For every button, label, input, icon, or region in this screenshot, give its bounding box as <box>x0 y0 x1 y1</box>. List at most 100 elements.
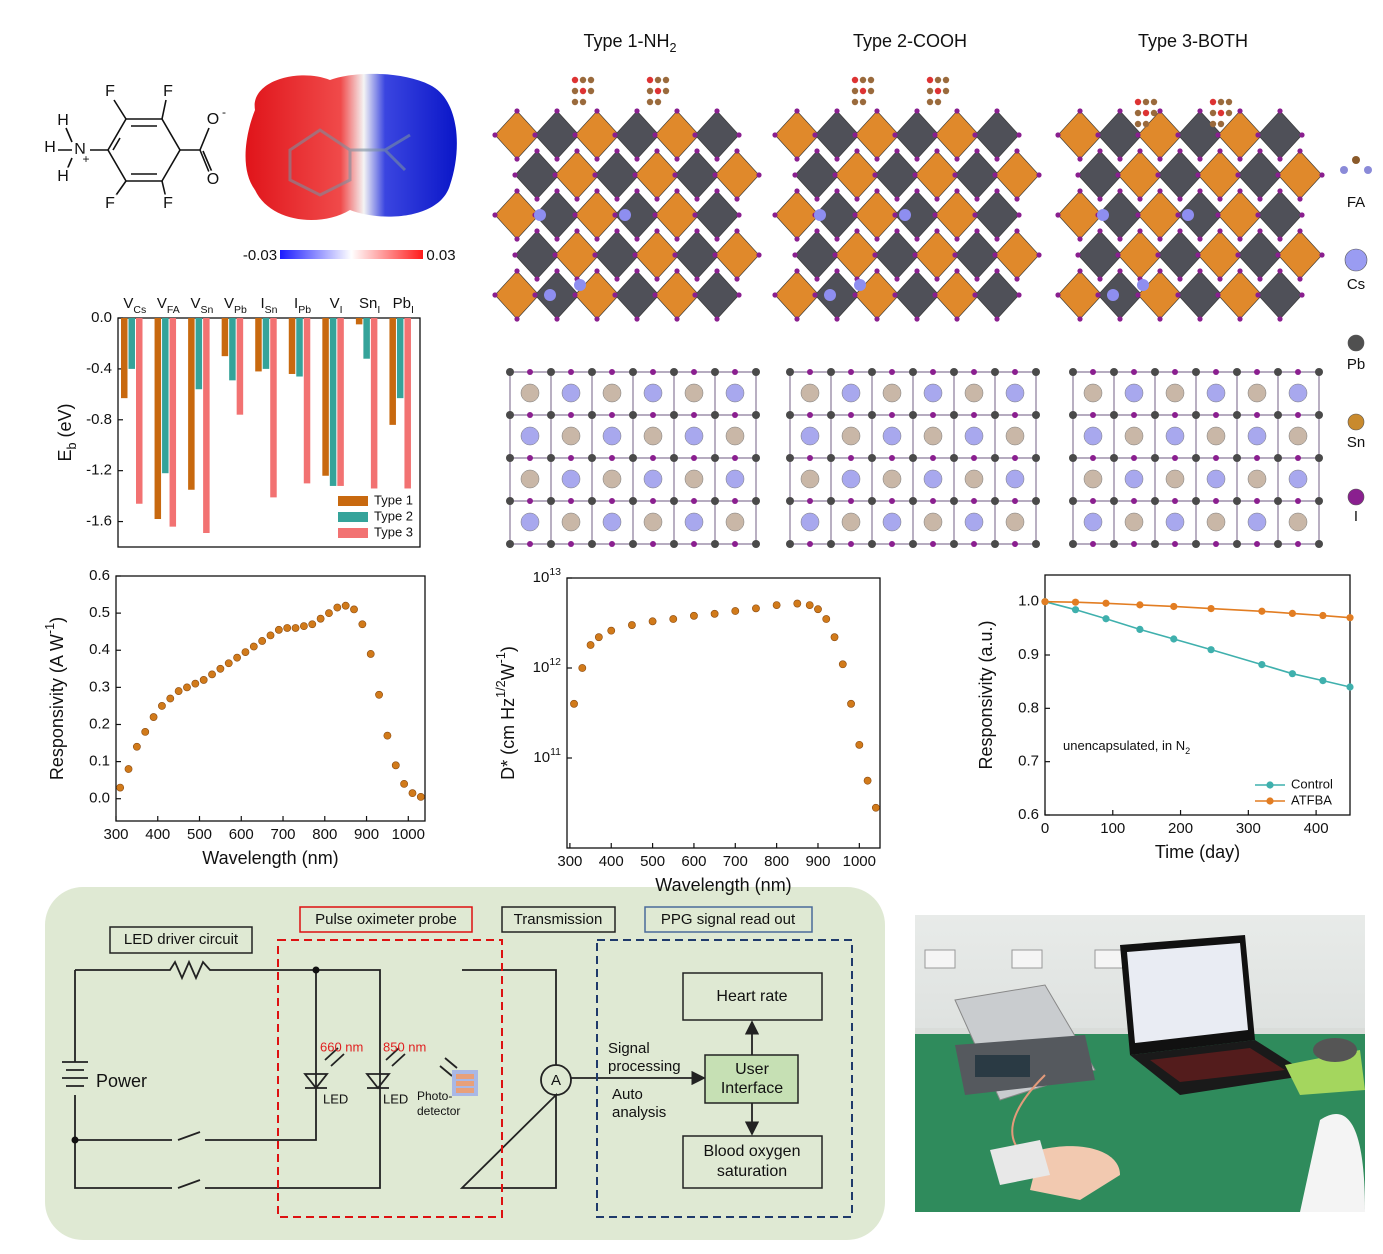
data-point <box>132 742 141 751</box>
iodine <box>1277 236 1283 242</box>
iodine <box>894 148 900 154</box>
data-point <box>1102 599 1110 607</box>
y-tick-label-part: 12 <box>549 656 561 668</box>
lattice-atom <box>1032 411 1040 419</box>
x-tick-label-part: Sn <box>265 304 278 316</box>
iodine <box>1016 292 1022 298</box>
molecule-atom <box>579 76 587 84</box>
x-tick-label-part: V <box>330 295 340 312</box>
data-point <box>863 776 872 785</box>
x-tick-label-part: Pb <box>298 304 311 316</box>
iodine <box>514 156 520 162</box>
molecule-atom <box>859 76 867 84</box>
iodine <box>1217 148 1223 154</box>
iodine <box>756 252 762 258</box>
iodine <box>952 252 958 258</box>
bar <box>389 318 396 425</box>
lattice-atom <box>752 411 760 419</box>
octahedron <box>994 150 1040 200</box>
iodine <box>912 172 918 178</box>
data-point <box>1346 614 1354 622</box>
cs-atom <box>1083 512 1103 532</box>
cs-atom <box>923 383 943 403</box>
iodine <box>854 148 860 154</box>
probe-region <box>277 939 503 1218</box>
legend-label: ATFBA <box>1291 792 1332 807</box>
lattice-atom <box>1032 540 1040 548</box>
iodine <box>514 188 520 194</box>
atom-label: + <box>82 152 89 166</box>
iodine <box>572 292 578 298</box>
iodine <box>736 132 742 138</box>
iodine <box>1215 132 1221 138</box>
iodine <box>994 268 1000 274</box>
iodine <box>1157 156 1163 162</box>
iodine <box>612 132 618 138</box>
cs-atom <box>602 383 622 403</box>
y-tick-label-part: 0.5 <box>89 604 110 621</box>
lattice-atom <box>991 368 999 376</box>
iodine <box>594 108 600 114</box>
lattice-atom <box>991 454 999 462</box>
iodine <box>527 412 533 418</box>
iodine <box>612 292 618 298</box>
x-tick-label-part: Pb <box>234 304 247 316</box>
iodine <box>1277 188 1283 194</box>
structure-title-part: Type 3-BOTH <box>1138 31 1248 51</box>
iodine <box>1097 148 1103 154</box>
cs-atom <box>1247 469 1267 489</box>
circuit-label: LED driver circuit <box>124 931 239 948</box>
iodine <box>792 252 798 258</box>
x-tick-label-part: I <box>377 304 380 316</box>
data-point <box>1071 598 1080 606</box>
data-point <box>258 637 267 645</box>
iodine <box>1055 292 1061 298</box>
legend-swatch <box>338 496 368 506</box>
data-point <box>391 761 400 770</box>
x-tick-label-part: V <box>224 295 234 312</box>
molecule <box>58 99 213 199</box>
ammeter-label: A <box>551 1072 561 1089</box>
iodine <box>874 268 880 274</box>
legend-swatch <box>1266 797 1274 805</box>
lattice-atom <box>588 497 596 505</box>
y-tick-label-part: 11 <box>550 746 561 758</box>
iodine <box>914 268 920 274</box>
iodine <box>691 498 697 504</box>
x-tick-label: 1000 <box>843 853 876 870</box>
molecule-atom <box>1134 109 1142 117</box>
crystal-slab <box>492 76 762 322</box>
iodine <box>534 196 540 202</box>
iodine <box>972 132 978 138</box>
x-tick-label: VFA <box>157 295 180 316</box>
legend-swatch <box>338 528 368 538</box>
iodine <box>1217 276 1223 282</box>
iodine <box>807 369 813 375</box>
octahedron <box>694 110 740 160</box>
iodine <box>594 188 600 194</box>
iodine <box>994 156 1000 162</box>
lattice-atom <box>1110 540 1118 548</box>
bar <box>154 318 162 520</box>
data-point <box>871 803 880 812</box>
circuit-label: Auto <box>612 1086 643 1103</box>
molecule-atom <box>867 87 875 95</box>
iodine <box>1277 108 1283 114</box>
iodine <box>1077 268 1083 274</box>
iodine <box>534 276 540 282</box>
iodine <box>609 541 615 547</box>
bar <box>404 318 411 489</box>
y-axis-label-part: E <box>55 450 75 462</box>
iodine <box>1014 228 1020 234</box>
iodine <box>714 268 720 274</box>
iodine <box>1257 228 1263 234</box>
y-tick-label: -0.8 <box>86 411 112 428</box>
iodine <box>734 228 740 234</box>
block-label: Blood oxygen <box>704 1143 801 1160</box>
octahedron <box>1277 230 1323 280</box>
data-point <box>855 740 864 749</box>
iodine <box>848 541 854 547</box>
lattice-atom <box>950 411 958 419</box>
cs-atom <box>841 383 861 403</box>
data-point <box>1170 635 1178 643</box>
